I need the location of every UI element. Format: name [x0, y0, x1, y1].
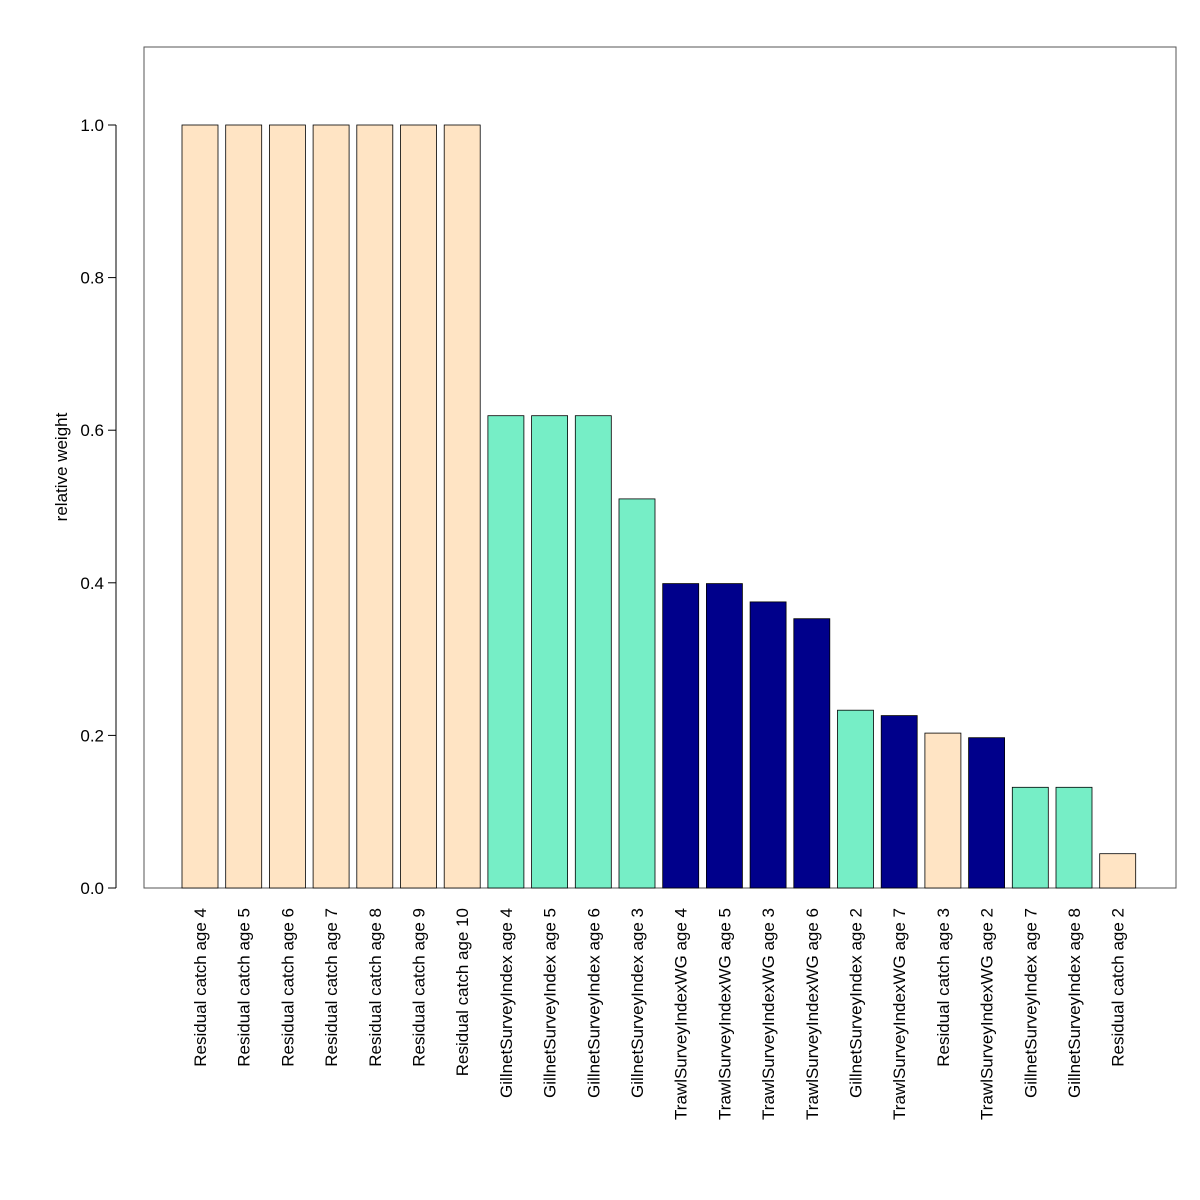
y-tick-label: 0.0	[80, 879, 104, 898]
x-tick-label: GillnetSurveyIndex age 4	[497, 908, 516, 1098]
bar	[706, 583, 743, 889]
x-tick-label: GillnetSurveyIndex age 6	[584, 908, 603, 1098]
y-axis-label: relative weight	[52, 412, 71, 521]
x-tick-label: Residual catch age 7	[322, 908, 341, 1067]
bar	[924, 732, 962, 889]
bar	[356, 124, 394, 889]
bars	[181, 124, 1137, 889]
bar	[531, 415, 568, 889]
x-tick-label: GillnetSurveyIndex age 2	[847, 908, 866, 1098]
bar	[268, 124, 306, 889]
y-tick-label: 0.4	[80, 574, 104, 593]
bar	[968, 737, 1005, 889]
y-axis: 0.0 0.2 0.4 0.6 0.8 1.0	[80, 116, 117, 898]
bar	[837, 709, 874, 889]
bar	[1011, 786, 1049, 889]
x-tick-label: TrawlSurveyIndexWG age 4	[672, 908, 691, 1120]
x-tick-label: Residual catch age 2	[1109, 908, 1128, 1067]
x-tick-label: TrawlSurveyIndexWG age 2	[978, 908, 997, 1120]
x-axis-labels: Residual catch age 4 Residual catch age 5…	[191, 908, 1128, 1120]
x-tick-label: GillnetSurveyIndex age 3	[628, 908, 647, 1098]
bar	[225, 124, 263, 889]
x-tick-label: Residual catch age 3	[934, 908, 953, 1067]
bar	[880, 715, 918, 889]
bar	[312, 124, 350, 889]
y-tick-label: 1.0	[80, 116, 104, 135]
x-tick-label: Residual catch age 6	[278, 908, 297, 1067]
x-tick-label: Residual catch age 8	[366, 908, 385, 1067]
x-tick-label: TrawlSurveyIndexWG age 6	[803, 908, 822, 1120]
x-tick-label: Residual catch age 4	[191, 908, 210, 1067]
bar	[487, 415, 525, 889]
x-tick-label: Residual catch age 5	[235, 908, 254, 1067]
bar	[1055, 786, 1093, 889]
bar	[181, 124, 219, 889]
bar	[1099, 853, 1137, 889]
x-tick-label: GillnetSurveyIndex age 5	[541, 908, 560, 1098]
plot-frame	[143, 46, 1177, 889]
x-tick-label: GillnetSurveyIndex age 8	[1065, 908, 1084, 1098]
x-tick-label: GillnetSurveyIndex age 7	[1021, 908, 1040, 1098]
bar	[618, 498, 656, 889]
bar	[749, 601, 787, 889]
bar	[793, 618, 831, 889]
x-tick-label: TrawlSurveyIndexWG age 7	[890, 908, 909, 1120]
y-tick-label: 0.8	[80, 269, 104, 288]
bar	[443, 124, 481, 889]
y-tick-label: 0.2	[80, 726, 104, 745]
x-tick-label: Residual catch age 10	[453, 908, 472, 1076]
x-tick-label: TrawlSurveyIndexWG age 5	[715, 908, 734, 1120]
bar	[574, 415, 612, 889]
x-tick-label: Residual catch age 9	[410, 908, 429, 1067]
bar	[662, 583, 700, 889]
bar	[400, 124, 437, 889]
x-tick-label: TrawlSurveyIndexWG age 3	[759, 908, 778, 1120]
y-tick-label: 0.6	[80, 421, 104, 440]
